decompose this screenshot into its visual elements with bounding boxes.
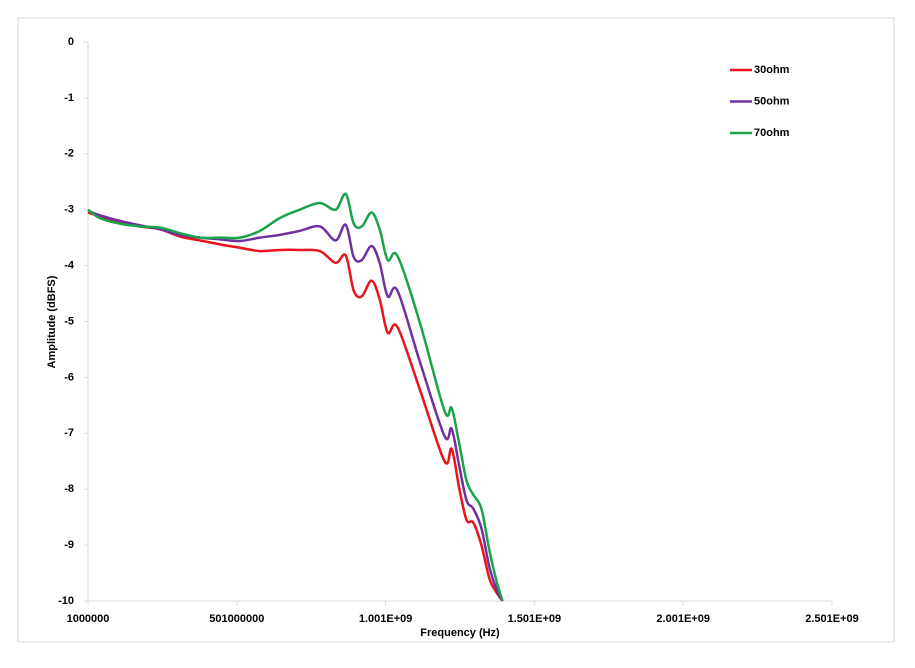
y-tick-label: -10 xyxy=(58,595,74,607)
y-tick-label: -2 xyxy=(64,148,74,160)
y-tick-label: 0 xyxy=(68,36,74,48)
y-tick-label: -6 xyxy=(64,371,74,383)
data-line xyxy=(87,209,504,602)
y-tick-label: -3 xyxy=(64,204,74,216)
x-tick-label: 1000000 xyxy=(67,613,110,625)
data-line xyxy=(87,192,504,602)
y-tick-label: -5 xyxy=(64,315,74,327)
y-tick-label: -7 xyxy=(64,427,74,439)
x-tick-label: 501000000 xyxy=(209,613,264,625)
y-axis-label: Amplitude (dBFS) xyxy=(46,275,58,368)
chart-border xyxy=(17,17,895,643)
y-tick-label: -4 xyxy=(64,260,75,272)
legend-label: 70ohm xyxy=(754,127,790,139)
y-tick-label: -1 xyxy=(64,92,74,104)
x-axis-label: Frequency (Hz) xyxy=(420,627,500,639)
x-tick-label: 1.501E+09 xyxy=(508,613,562,625)
x-tick-label: 2.501E+09 xyxy=(805,613,859,625)
y-tick-label: -8 xyxy=(64,483,74,495)
y-tick-label: -9 xyxy=(64,539,74,551)
x-tick-label: 2.001E+09 xyxy=(656,613,710,625)
legend-label: 50ohm xyxy=(754,95,790,107)
x-tick-label: 1.001E+09 xyxy=(359,613,413,625)
legend-label: 30ohm xyxy=(754,64,790,76)
data-line xyxy=(87,211,504,602)
